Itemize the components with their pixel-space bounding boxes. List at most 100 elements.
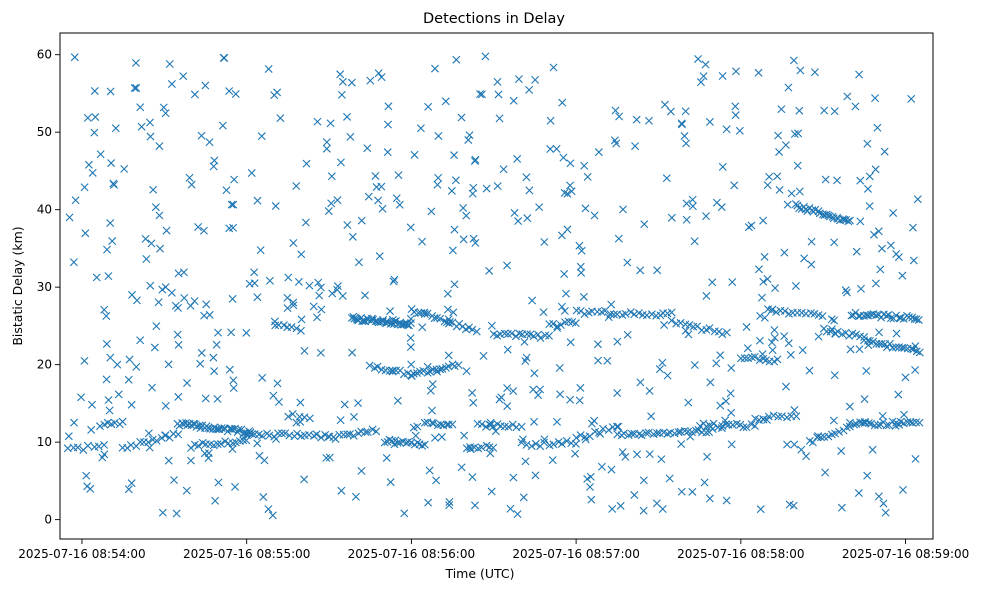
data-point <box>100 305 109 314</box>
data-point <box>349 431 358 440</box>
data-point <box>337 486 346 495</box>
data-point <box>509 96 518 105</box>
data-point <box>800 254 809 263</box>
data-point <box>593 356 602 365</box>
data-point <box>612 139 621 148</box>
data-point <box>527 442 536 451</box>
data-point <box>685 320 694 329</box>
data-point <box>145 118 154 127</box>
data-point <box>681 107 690 116</box>
data-point <box>432 476 441 485</box>
data-point <box>225 87 234 96</box>
data-point <box>70 418 79 427</box>
data-point <box>159 103 168 112</box>
data-point <box>771 284 780 293</box>
data-point <box>636 266 645 275</box>
data-point <box>739 423 748 432</box>
data-point <box>102 375 111 384</box>
data-point <box>557 302 566 311</box>
data-point <box>444 351 453 360</box>
data-point <box>131 58 140 67</box>
data-point <box>763 181 772 190</box>
data-point <box>586 472 595 481</box>
data-point <box>333 285 342 294</box>
data-point <box>449 308 458 317</box>
data-point <box>296 326 305 335</box>
data-point <box>114 390 123 399</box>
data-point <box>517 422 526 431</box>
data-point <box>647 412 656 421</box>
y-axis-label: Bistatic Delay (km) <box>10 226 25 345</box>
data-point <box>702 212 711 221</box>
data-point <box>292 324 301 333</box>
data-point <box>472 327 481 336</box>
data-point <box>732 67 740 76</box>
data-point <box>486 449 495 458</box>
data-point <box>892 311 901 320</box>
data-point <box>852 247 861 256</box>
data-point <box>653 429 662 438</box>
data-point <box>441 97 450 106</box>
data-point <box>677 487 686 496</box>
data-point <box>293 429 302 438</box>
data-point <box>727 440 736 449</box>
data-point <box>856 311 865 320</box>
data-point <box>546 116 555 125</box>
data-point <box>445 497 454 506</box>
data-point <box>556 390 565 399</box>
data-point <box>864 311 873 320</box>
data-point <box>540 238 549 247</box>
data-point <box>145 443 154 452</box>
data-point <box>406 314 415 323</box>
data-point <box>756 505 765 514</box>
data-point <box>559 153 568 162</box>
data-point <box>229 200 238 209</box>
data-point <box>227 200 236 209</box>
data-point <box>754 265 763 274</box>
data-point <box>831 329 840 338</box>
data-point <box>773 172 782 181</box>
data-point <box>337 90 346 99</box>
data-point <box>727 408 736 417</box>
data-point <box>583 474 592 483</box>
data-point <box>696 78 705 87</box>
data-point <box>390 275 399 284</box>
data-point <box>863 471 872 480</box>
data-point <box>476 90 485 99</box>
data-point <box>621 309 630 318</box>
data-point <box>525 186 534 195</box>
data-point <box>536 385 545 394</box>
data-point <box>914 315 923 324</box>
data-point <box>460 431 469 440</box>
data-point <box>575 241 584 250</box>
data-point <box>447 186 456 195</box>
data-point <box>912 315 921 324</box>
data-point <box>759 277 768 286</box>
data-point <box>845 216 854 225</box>
data-point <box>457 463 466 472</box>
data-point <box>726 389 735 398</box>
data-point <box>744 223 753 232</box>
data-point <box>611 106 620 115</box>
data-point <box>907 344 916 353</box>
data-point <box>642 311 651 320</box>
data-point <box>770 333 779 342</box>
data-point <box>471 238 480 247</box>
data-point <box>681 326 690 335</box>
data-point <box>830 238 839 247</box>
data-point <box>136 336 145 345</box>
data-point <box>718 330 727 339</box>
data-point <box>644 116 653 125</box>
data-point <box>385 366 394 375</box>
data-point <box>549 440 558 449</box>
data-point <box>289 239 298 247</box>
data-point <box>786 350 795 359</box>
data-point <box>201 81 210 90</box>
data-point <box>699 72 708 81</box>
data-point <box>127 400 136 409</box>
data-point <box>557 231 566 240</box>
data-point <box>504 422 513 431</box>
data-point <box>874 421 883 430</box>
data-point <box>228 294 237 303</box>
data-point <box>83 482 92 491</box>
